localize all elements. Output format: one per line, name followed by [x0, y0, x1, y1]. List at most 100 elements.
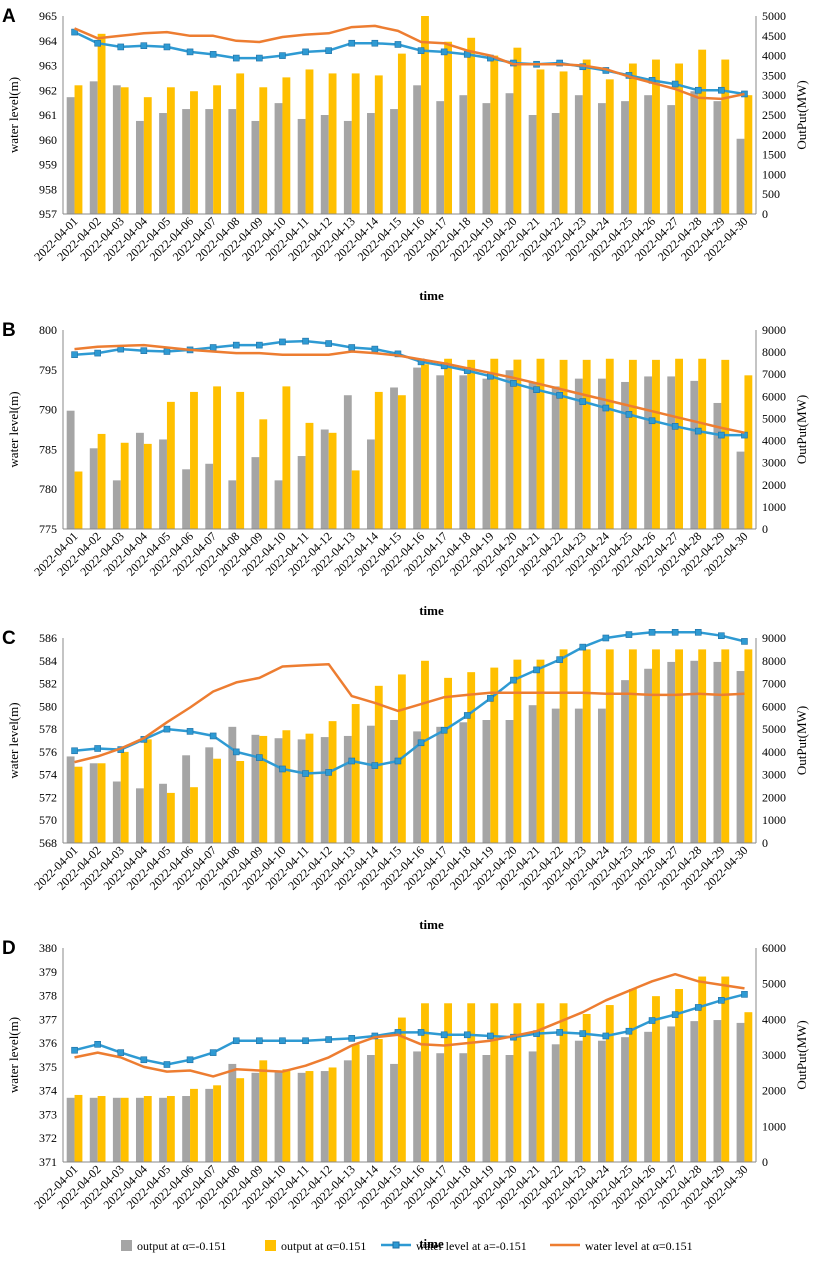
- bar-output-neg: [89, 448, 98, 529]
- right-tick-label: 5000: [762, 411, 786, 425]
- left-tick-label: 372: [39, 1131, 57, 1145]
- marker-level-neg: [256, 341, 263, 349]
- bar-output-pos: [559, 1003, 568, 1162]
- bar-output-neg: [366, 113, 375, 214]
- left-tick-label: 795: [39, 363, 57, 377]
- marker-level-neg: [256, 54, 263, 62]
- y-axis-title-right: OutPut(MW): [794, 80, 809, 149]
- marker-level-neg: [325, 47, 332, 54]
- marker-level-neg: [625, 631, 633, 638]
- right-tick-label: 8000: [762, 654, 786, 668]
- marker-level-neg: [256, 754, 263, 761]
- bar-output-pos: [120, 1097, 129, 1162]
- marker-level-neg: [348, 344, 356, 351]
- left-tick-label: 584: [39, 654, 57, 668]
- left-tick-label: 582: [39, 677, 57, 691]
- right-tick-label: 500: [762, 187, 780, 201]
- bar-output-neg: [436, 375, 445, 529]
- bar-output-pos: [444, 1003, 453, 1162]
- marker-level-neg: [232, 341, 240, 349]
- bar-output-pos: [444, 677, 453, 843]
- bar-output-neg: [574, 708, 583, 843]
- left-tick-label: 373: [39, 1107, 57, 1121]
- panel-label: B: [2, 320, 16, 341]
- right-tick-label: 3000: [762, 768, 786, 782]
- bar-output-pos: [166, 1096, 175, 1162]
- left-tick-label: 572: [39, 790, 57, 804]
- bar-output-pos: [282, 1069, 291, 1162]
- marker-level-neg: [209, 344, 217, 351]
- bar-output-pos: [421, 1003, 429, 1162]
- line-level-neg: [74, 993, 745, 1066]
- bar-output-neg: [205, 109, 214, 214]
- right-tick-label: 5000: [762, 9, 786, 23]
- bar-output-pos: [328, 1067, 337, 1162]
- bar-output-pos: [97, 763, 106, 843]
- right-tick-label: 3000: [762, 88, 786, 102]
- bar-output-pos: [143, 443, 152, 529]
- left-tick-label: 574: [39, 768, 57, 782]
- line-level-pos: [74, 343, 745, 434]
- marker-level-neg: [302, 337, 309, 345]
- bar-output-neg: [390, 387, 398, 529]
- bar-output-pos: [652, 59, 660, 215]
- bar-output-neg: [66, 410, 75, 529]
- bar-output-pos: [282, 386, 291, 529]
- marker-level-neg: [140, 1056, 148, 1064]
- bar-output-neg: [597, 708, 606, 843]
- right-tick-label: 1000: [762, 167, 786, 181]
- bar-output-neg: [66, 97, 75, 214]
- bar-output-neg: [343, 735, 352, 843]
- bar-output-pos: [74, 85, 83, 214]
- bar-output-pos: [328, 721, 337, 843]
- right-tick-label: 2000: [762, 790, 786, 804]
- marker-level-neg: [302, 48, 309, 56]
- marker-level-neg: [71, 747, 78, 755]
- bar-output-neg: [436, 1053, 445, 1162]
- bar-output-pos: [190, 391, 198, 529]
- marker-level-neg: [671, 1011, 679, 1018]
- bar-output-neg: [366, 1055, 375, 1162]
- right-tick-label: 2500: [762, 108, 786, 122]
- marker-level-neg: [510, 380, 517, 387]
- right-tick-label: 6000: [762, 389, 786, 403]
- bar-output-neg: [667, 1026, 676, 1162]
- bar-output-neg: [182, 109, 191, 214]
- bar-output-neg: [182, 755, 191, 843]
- bar-output-pos: [721, 649, 730, 843]
- bar-output-neg: [551, 708, 560, 843]
- marker-level-neg: [232, 1037, 240, 1045]
- bar-output-neg: [159, 439, 167, 529]
- bar-output-pos: [721, 976, 730, 1162]
- marker-level-neg: [463, 1031, 471, 1039]
- marker-level-neg: [556, 1029, 563, 1036]
- marker-level-neg: [694, 1004, 702, 1011]
- bar-output-pos: [628, 989, 637, 1162]
- bar-output-pos: [698, 649, 707, 843]
- line-level-pos: [74, 662, 745, 764]
- bar-output-pos: [190, 91, 198, 214]
- marker-level-neg: [71, 1046, 78, 1054]
- bar-output-neg: [574, 378, 583, 529]
- marker-level-neg: [741, 638, 748, 645]
- marker-level-neg: [556, 391, 563, 399]
- left-tick-label: 960: [39, 133, 57, 147]
- bar-output-neg: [551, 1044, 560, 1162]
- bar-output-pos: [582, 1013, 591, 1162]
- bar-output-pos: [143, 1096, 152, 1162]
- bar-output-pos: [490, 1003, 499, 1162]
- bar-output-pos: [605, 1005, 614, 1162]
- bar-output-neg: [297, 739, 306, 843]
- bar-output-neg: [112, 480, 121, 529]
- bar-output-neg: [667, 105, 676, 214]
- bar-output-pos: [744, 1012, 753, 1162]
- left-tick-label: 376: [39, 1036, 57, 1050]
- marker-level-neg: [718, 632, 725, 640]
- marker-level-neg: [209, 51, 217, 58]
- right-tick-label: 4000: [762, 434, 786, 448]
- marker-level-neg: [371, 39, 379, 47]
- marker-level-neg: [579, 1030, 587, 1037]
- bar-output-neg: [736, 671, 745, 843]
- bar-output-neg: [205, 463, 214, 529]
- bar-output-neg: [528, 115, 537, 214]
